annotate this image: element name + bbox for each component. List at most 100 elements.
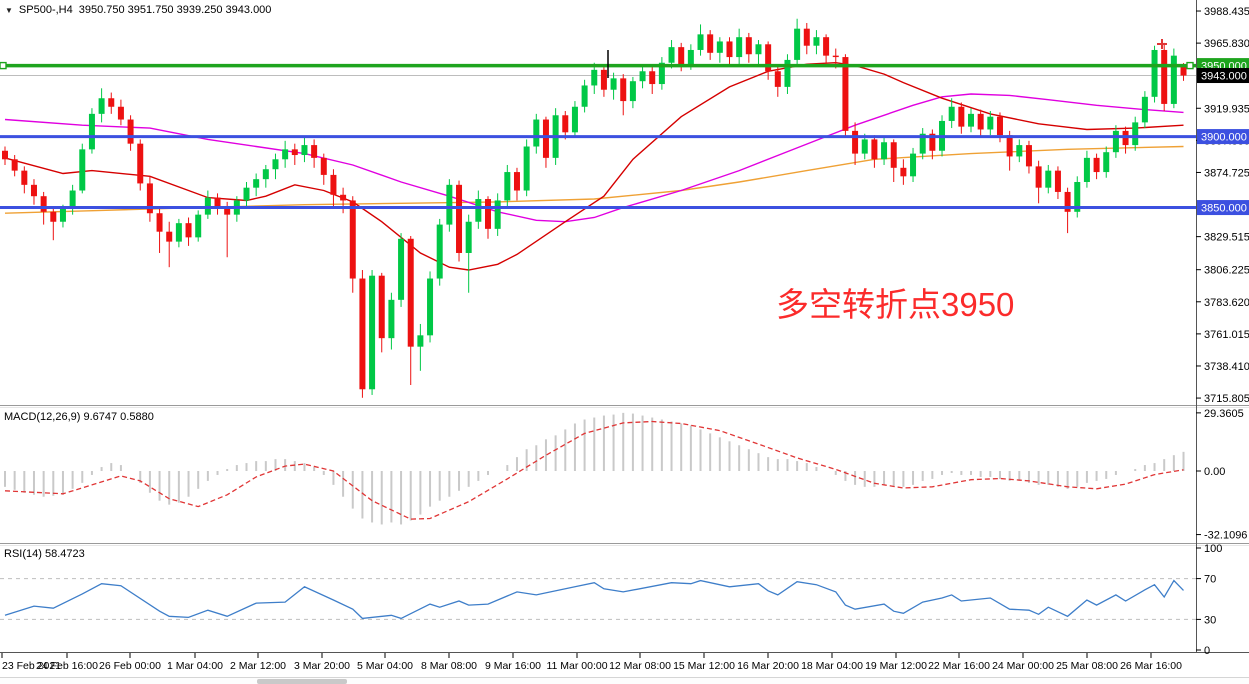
candle-body bbox=[98, 98, 105, 114]
price-tick-label: 3919.935 bbox=[1204, 103, 1249, 115]
horizontal-scrollbar[interactable] bbox=[0, 677, 1249, 684]
price-badge bbox=[1197, 200, 1249, 216]
candle-body bbox=[794, 28, 801, 60]
candle-body bbox=[803, 28, 810, 46]
candle-body bbox=[832, 55, 839, 58]
candle-body bbox=[881, 142, 888, 160]
candle-body bbox=[890, 142, 897, 168]
macd-panel[interactable] bbox=[4, 412, 1185, 525]
candle-body bbox=[2, 150, 8, 160]
candle-body bbox=[929, 133, 936, 151]
macd-tick-label: 29.3605 bbox=[1204, 408, 1244, 420]
candlesticks bbox=[2, 18, 1187, 398]
candle-body bbox=[852, 130, 859, 154]
candle-body bbox=[958, 106, 965, 127]
candle-body bbox=[427, 278, 434, 336]
candle-body bbox=[1035, 166, 1042, 188]
candle-body bbox=[610, 78, 617, 90]
time-tick-label: 24 Mar 00:00 bbox=[992, 660, 1054, 672]
candle-body bbox=[253, 179, 260, 188]
hline-objects[interactable] bbox=[0, 61, 1196, 210]
rsi-indicator-label: RSI(14) 58.4723 bbox=[4, 548, 85, 560]
candle-body bbox=[900, 167, 907, 177]
candle-body bbox=[697, 34, 704, 50]
price-badge bbox=[1197, 68, 1249, 84]
candle-body bbox=[774, 71, 781, 87]
candle-body bbox=[910, 153, 917, 177]
price-axis: 3988.4353965.8303919.9353897.3303874.725… bbox=[1196, 6, 1249, 657]
time-tick-label: 26 Feb 00:00 bbox=[99, 660, 161, 672]
time-tick-label: 11 Mar 00:00 bbox=[546, 660, 607, 672]
candle-body bbox=[1170, 55, 1177, 104]
red-cross-marker[interactable] bbox=[1157, 39, 1167, 49]
candle-body bbox=[175, 223, 182, 242]
candle-body bbox=[117, 106, 124, 120]
time-tick-label: 12 Mar 08:00 bbox=[609, 660, 671, 672]
candle-body bbox=[1016, 145, 1023, 157]
candle-body bbox=[30, 184, 37, 197]
candle-body bbox=[21, 170, 28, 185]
candle-body bbox=[919, 133, 926, 154]
candle-body bbox=[639, 71, 646, 82]
candle-body bbox=[378, 275, 385, 339]
rsi-tick-label: 30 bbox=[1204, 614, 1216, 626]
candle-body bbox=[1151, 49, 1158, 97]
hline-handle[interactable] bbox=[0, 61, 7, 70]
candle-body bbox=[842, 57, 849, 131]
annotation-text[interactable]: 多空转折点3950 bbox=[776, 286, 1015, 323]
candle-body bbox=[369, 275, 376, 390]
price-badge-label: 3900.000 bbox=[1201, 132, 1247, 144]
candle-body bbox=[282, 149, 289, 160]
candle-body bbox=[977, 113, 984, 130]
candle-body bbox=[533, 119, 540, 147]
candle-body bbox=[861, 139, 868, 154]
candle-body bbox=[185, 223, 192, 238]
candle-body bbox=[79, 149, 86, 191]
candle-body bbox=[707, 34, 714, 53]
candle-body bbox=[166, 231, 173, 242]
chevron-down-icon[interactable]: ▼ bbox=[5, 5, 13, 15]
candle-body bbox=[581, 85, 588, 107]
scrollbar-thumb[interactable] bbox=[257, 679, 347, 684]
candle-body bbox=[1006, 135, 1013, 157]
price-tick-label: 3988.435 bbox=[1204, 6, 1249, 18]
candle-body bbox=[108, 98, 115, 107]
rsi-panel[interactable] bbox=[0, 578, 1196, 620]
candle-body bbox=[1093, 157, 1100, 173]
hline-handle[interactable] bbox=[1186, 61, 1194, 70]
candle-body bbox=[340, 194, 347, 201]
candle-body bbox=[59, 208, 66, 222]
time-tick-label: 23 Feb 2021 bbox=[2, 660, 61, 672]
ma-magenta-line bbox=[4, 93, 1184, 223]
candle-body bbox=[311, 145, 318, 158]
time-tick-label: 18 Mar 04:00 bbox=[801, 660, 863, 672]
candle-body bbox=[485, 199, 491, 229]
candle-body bbox=[1025, 145, 1032, 167]
time-tick-label: 25 Mar 08:00 bbox=[1056, 660, 1118, 672]
candle-body bbox=[456, 184, 463, 253]
candle-body bbox=[1141, 96, 1148, 123]
candle-body bbox=[823, 37, 830, 56]
candle-body bbox=[272, 159, 279, 170]
macd-tick-label: 0.00 bbox=[1204, 466, 1225, 478]
macd-signal-line bbox=[4, 420, 1184, 520]
time-tick-label: 19 Mar 12:00 bbox=[865, 660, 927, 672]
candle-body bbox=[765, 44, 772, 72]
candle-body bbox=[668, 47, 675, 63]
candle-body bbox=[127, 119, 134, 144]
price-tick-label: 3761.015 bbox=[1204, 329, 1249, 341]
time-tick-label: 3 Mar 20:00 bbox=[294, 660, 350, 672]
candle-body bbox=[736, 37, 743, 58]
time-tick-label: 9 Mar 16:00 bbox=[485, 660, 541, 672]
candle-body bbox=[1103, 152, 1110, 173]
candle-body bbox=[591, 69, 598, 86]
rsi-tick-label: 100 bbox=[1204, 543, 1222, 555]
time-tick-label: 1 Mar 04:00 bbox=[167, 660, 223, 672]
price-tick-label: 3874.725 bbox=[1204, 167, 1249, 179]
price-tick-label: 3965.830 bbox=[1204, 38, 1249, 50]
rsi-tick-label: 0 bbox=[1204, 645, 1210, 657]
rsi-line bbox=[4, 579, 1184, 620]
